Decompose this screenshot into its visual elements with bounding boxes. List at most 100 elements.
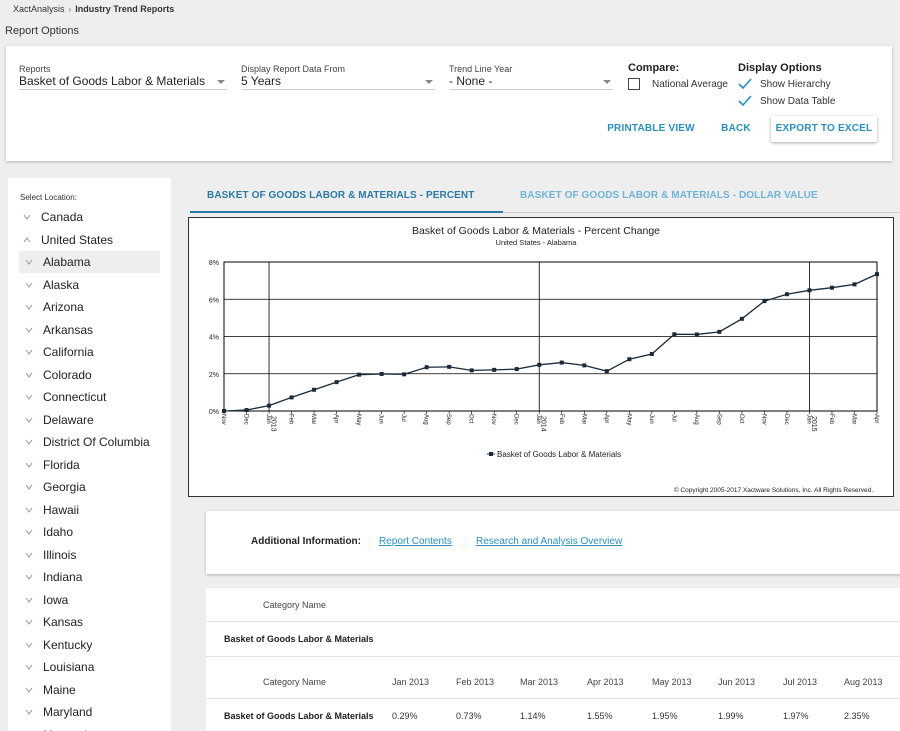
legend-label: Basket of Goods Labor & Materials [497, 450, 621, 459]
chevron-down-icon[interactable] [23, 213, 31, 221]
data-point [875, 272, 879, 277]
chevron-down-icon[interactable] [25, 326, 33, 334]
research-overview-link[interactable]: Research and Analysis Overview [476, 536, 623, 547]
location-item-label: Louisiana [43, 660, 95, 674]
x-tick-label: Jul [400, 414, 406, 422]
location-item[interactable]: Indiana [19, 566, 160, 588]
data-point [762, 299, 767, 304]
chevron-down-icon[interactable] [25, 708, 33, 716]
reports-label: Reports [19, 64, 51, 74]
location-item[interactable]: Arizona [19, 296, 160, 318]
breadcrumb-separator-icon: › [68, 4, 72, 14]
breadcrumb-parent-link[interactable]: XactAnalysis [13, 4, 65, 14]
display-from-select[interactable]: Display Report Data From 5 Years [241, 64, 435, 90]
location-item[interactable]: Connecticut [19, 386, 160, 408]
location-item[interactable]: Illinois [19, 544, 160, 566]
reports-value: Basket of Goods Labor & Materials [19, 74, 206, 88]
checkmark-icon [738, 95, 752, 107]
chevron-down-icon[interactable] [25, 416, 33, 424]
location-item[interactable]: Georgia [19, 476, 160, 498]
location-item[interactable]: California [19, 341, 160, 363]
data-point [537, 362, 542, 367]
location-item[interactable]: Alabama [19, 251, 160, 273]
chart-title: Basket of Goods Labor & Materials - Perc… [412, 225, 660, 237]
x-tick-label: May [625, 414, 631, 425]
national-average-checkbox[interactable]: National Average [628, 78, 728, 90]
location-item[interactable]: Arkansas [19, 319, 160, 341]
chevron-up-icon[interactable] [23, 236, 31, 244]
chevron-down-icon[interactable] [25, 303, 33, 311]
data-point [402, 372, 407, 377]
location-item[interactable]: Kentucky [19, 634, 160, 656]
chevron-down-icon[interactable] [25, 281, 33, 289]
chevron-down-icon[interactable] [25, 438, 33, 446]
additional-info-panel: Additional Information: Report Contents … [206, 511, 900, 574]
chevron-down-icon[interactable] [25, 506, 33, 514]
location-item-label: Alaska [43, 277, 80, 292]
location-item-label: California [43, 345, 94, 359]
report-contents-link[interactable]: Report Contents [379, 536, 452, 547]
chevron-down-icon[interactable] [25, 663, 33, 671]
x-tick-label: Aug [423, 414, 429, 425]
location-item[interactable]: Kansas [19, 611, 160, 633]
table-divider [206, 621, 900, 622]
chevron-down-icon[interactable] [25, 573, 33, 581]
y-tick-label: 4% [209, 335, 219, 342]
x-tick-label: Dec [243, 414, 249, 425]
location-item[interactable]: Canada [23, 206, 160, 228]
chevron-down-icon[interactable] [25, 641, 33, 649]
year-label: 2013 [270, 416, 277, 432]
table-cell-value: 1.14% [520, 711, 546, 721]
table-cell-value: 2.35% [844, 711, 870, 721]
chevron-down-icon[interactable] [25, 483, 33, 491]
page-title: Report Options [5, 25, 79, 37]
location-item[interactable]: Iowa [19, 589, 160, 611]
chevron-down-icon[interactable] [25, 528, 33, 536]
location-item[interactable]: Louisiana [19, 656, 160, 678]
table-divider [206, 656, 900, 657]
show-data-table-checkbox[interactable]: Show Data Table [738, 95, 835, 107]
export-to-excel-button[interactable]: EXPORT TO EXCEL [771, 116, 877, 142]
location-item[interactable]: Alaska [19, 274, 160, 296]
location-item-label: Massachusetts [43, 728, 123, 731]
x-tick-label: Mar [580, 414, 586, 424]
location-item-label: Arkansas [43, 322, 94, 337]
tab-dollar-value-change[interactable]: BASKET OF GOODS LABOR & MATERIALS - DOLL… [520, 190, 818, 227]
printable-view-button[interactable]: PRINTABLE VIEW [607, 123, 695, 134]
location-item-label: Iowa [43, 592, 69, 607]
location-item[interactable]: Maryland [19, 701, 160, 723]
data-point [694, 332, 699, 337]
location-item[interactable]: Delaware [19, 409, 160, 431]
chevron-down-icon[interactable] [25, 461, 33, 469]
location-item[interactable]: Idaho [19, 521, 160, 543]
reports-select[interactable]: Reports Basket of Goods Labor & Material… [19, 64, 227, 90]
chevron-down-icon[interactable] [25, 371, 33, 379]
table-cell-value: 0.73% [456, 711, 482, 721]
chevron-down-icon[interactable] [25, 348, 33, 356]
data-point [829, 285, 834, 290]
location-item[interactable]: United States [23, 229, 160, 251]
location-item[interactable]: Colorado [19, 364, 160, 386]
trend-year-select[interactable]: Trend Line Year - None - [449, 64, 613, 90]
chart-svg: Basket of Goods Labor & Materials - Perc… [209, 225, 879, 494]
show-hierarchy-checkbox[interactable]: Show Hierarchy [738, 78, 831, 90]
y-tick-label: 0% [209, 409, 219, 416]
data-point [334, 380, 339, 385]
x-tick-label: Mar [850, 414, 856, 424]
chevron-down-icon[interactable] [25, 618, 33, 626]
chevron-down-icon[interactable] [25, 258, 33, 266]
chevron-down-icon[interactable] [25, 551, 33, 559]
location-item[interactable]: Maine [19, 679, 160, 701]
tab-percent-change[interactable]: BASKET OF GOODS LABOR & MATERIALS - PERC… [190, 183, 503, 227]
summary-row-category[interactable]: Basket of Goods Labor & Materials [224, 634, 374, 644]
location-item[interactable]: Florida [19, 454, 160, 476]
back-button[interactable]: BACK [721, 123, 751, 134]
location-item[interactable]: District Of Columbia [19, 431, 160, 453]
chevron-down-icon[interactable] [25, 393, 33, 401]
chevron-down-icon[interactable] [25, 686, 33, 694]
location-item[interactable]: Hawaii [19, 499, 160, 521]
column-header-month: Feb 2013 [456, 677, 495, 687]
location-item[interactable]: Massachusetts [19, 724, 160, 731]
compare-title: Compare: [628, 62, 680, 74]
chevron-down-icon[interactable] [25, 596, 33, 604]
